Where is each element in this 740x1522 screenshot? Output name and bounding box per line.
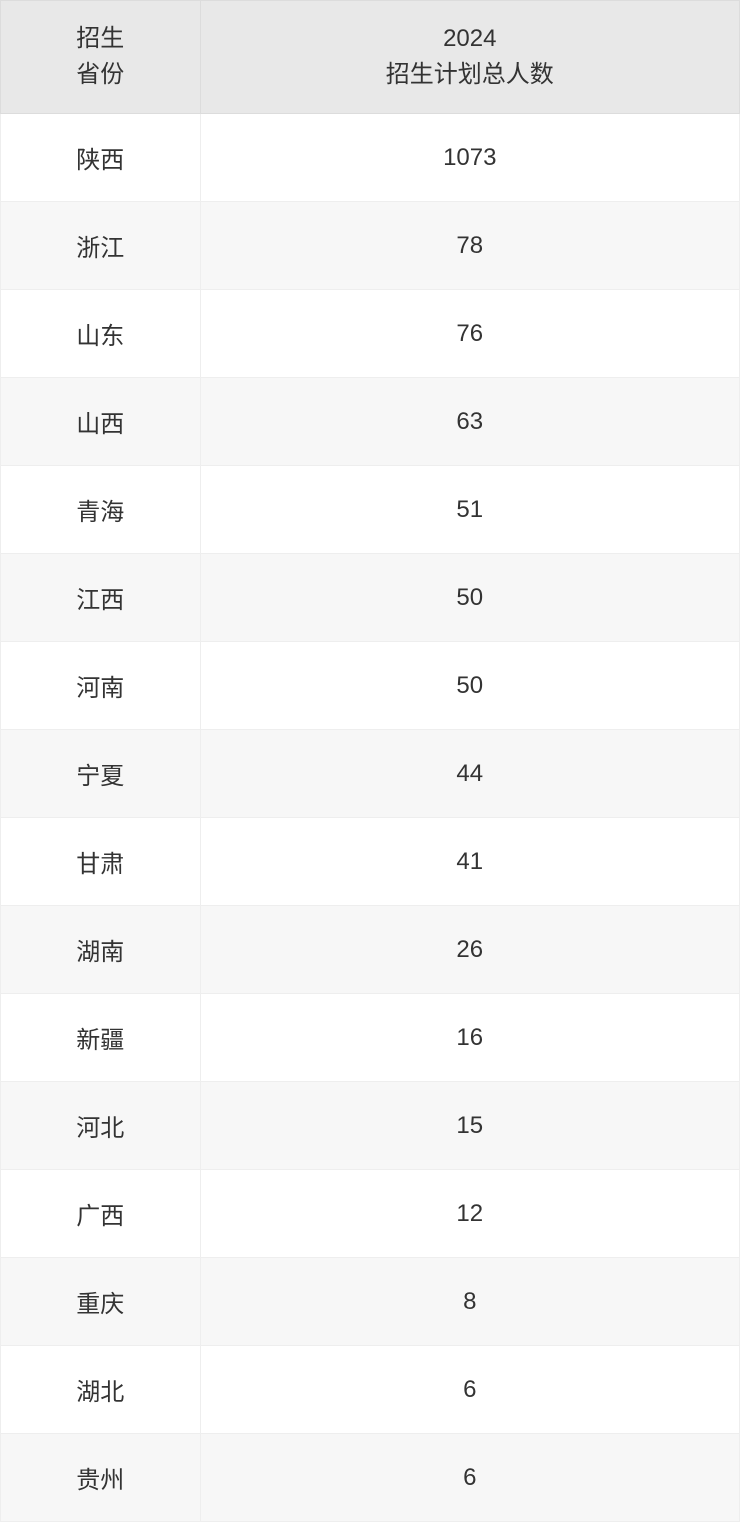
cell-count: 26 — [200, 906, 739, 994]
header-province-line1: 招生 — [76, 25, 124, 52]
cell-count: 1073 — [200, 114, 739, 202]
table-row: 河南50 — [1, 642, 740, 730]
cell-province: 新疆 — [1, 994, 201, 1082]
header-count-line1: 2024 — [443, 25, 496, 52]
cell-province: 甘肃 — [1, 818, 201, 906]
cell-count: 16 — [200, 994, 739, 1082]
cell-count: 50 — [200, 554, 739, 642]
table-row: 贵州6 — [1, 1434, 740, 1522]
cell-province: 山东 — [1, 290, 201, 378]
header-province: 招生 省份 — [1, 1, 201, 114]
cell-count: 6 — [200, 1346, 739, 1434]
cell-province: 贵州 — [1, 1434, 201, 1522]
table-row: 甘肃41 — [1, 818, 740, 906]
cell-province: 河南 — [1, 642, 201, 730]
cell-count: 15 — [200, 1082, 739, 1170]
table-row: 江西50 — [1, 554, 740, 642]
cell-province: 浙江 — [1, 202, 201, 290]
cell-count: 6 — [200, 1434, 739, 1522]
cell-province: 陕西 — [1, 114, 201, 202]
table-row: 宁夏44 — [1, 730, 740, 818]
table-row: 陕西1073 — [1, 114, 740, 202]
cell-count: 41 — [200, 818, 739, 906]
table-row: 湖北6 — [1, 1346, 740, 1434]
header-province-line2: 省份 — [76, 61, 124, 88]
table-row: 重庆8 — [1, 1258, 740, 1346]
cell-province: 河北 — [1, 1082, 201, 1170]
cell-province: 青海 — [1, 466, 201, 554]
cell-province: 山西 — [1, 378, 201, 466]
header-count-line2: 招生计划总人数 — [386, 61, 554, 88]
cell-count: 44 — [200, 730, 739, 818]
cell-count: 78 — [200, 202, 739, 290]
cell-count: 8 — [200, 1258, 739, 1346]
cell-count: 51 — [200, 466, 739, 554]
cell-province: 重庆 — [1, 1258, 201, 1346]
cell-province: 湖北 — [1, 1346, 201, 1434]
table-row: 山东76 — [1, 290, 740, 378]
table-row: 广西12 — [1, 1170, 740, 1258]
cell-province: 广西 — [1, 1170, 201, 1258]
header-count: 2024 招生计划总人数 — [200, 1, 739, 114]
cell-province: 宁夏 — [1, 730, 201, 818]
table-row: 河北15 — [1, 1082, 740, 1170]
cell-count: 12 — [200, 1170, 739, 1258]
table-row: 新疆16 — [1, 994, 740, 1082]
cell-province: 江西 — [1, 554, 201, 642]
cell-province: 湖南 — [1, 906, 201, 994]
table-header-row: 招生 省份 2024 招生计划总人数 — [1, 1, 740, 114]
table-row: 浙江78 — [1, 202, 740, 290]
table-row: 湖南26 — [1, 906, 740, 994]
table-row: 青海51 — [1, 466, 740, 554]
cell-count: 63 — [200, 378, 739, 466]
enrollment-table: 招生 省份 2024 招生计划总人数 陕西1073浙江78山东76山西63青海5… — [0, 0, 740, 1522]
cell-count: 76 — [200, 290, 739, 378]
table-body: 陕西1073浙江78山东76山西63青海51江西50河南50宁夏44甘肃41湖南… — [1, 114, 740, 1522]
cell-count: 50 — [200, 642, 739, 730]
table-row: 山西63 — [1, 378, 740, 466]
